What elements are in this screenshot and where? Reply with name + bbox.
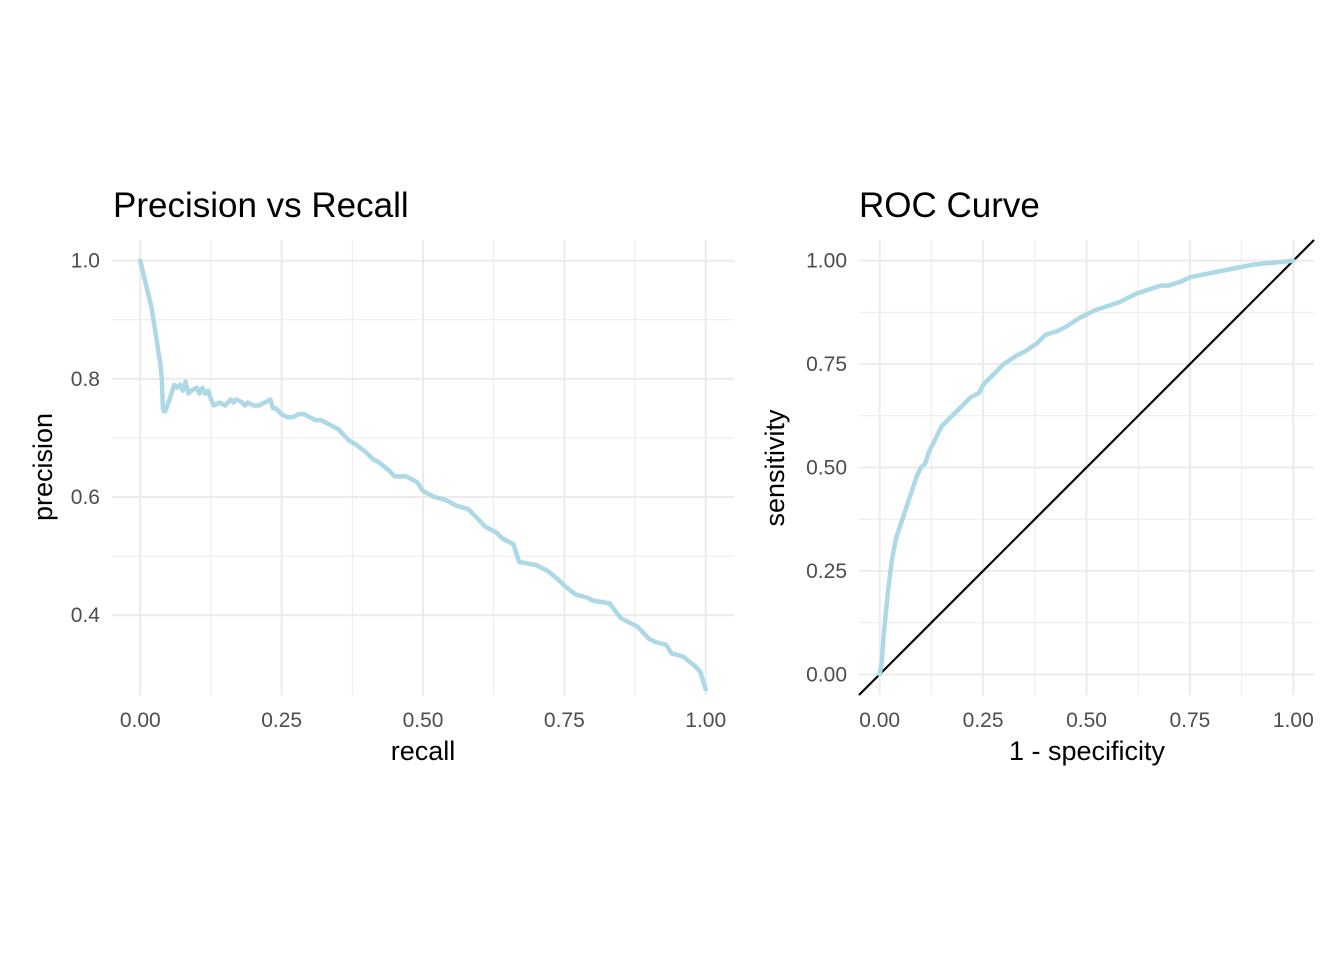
pr-x-tick-label: 0.25	[261, 709, 302, 732]
roc-x-tick-label: 0.75	[1169, 709, 1210, 732]
roc-x-axis-title: 1 - specificity	[1009, 736, 1166, 766]
roc-y-tick-label: 0.50	[806, 457, 847, 480]
roc-chart-title: ROC Curve	[859, 186, 1040, 225]
roc-panel: ROC Curve 0.000.250.500.751.00 0.00 0.25 0…	[760, 186, 1315, 766]
precision-recall-panel: Precision vs Recall 0.4 0.6 0.8 1.0 0.00 0.2…	[28, 186, 734, 766]
roc-y-tick-label: 0.25	[806, 560, 847, 583]
pr-x-tick-labels: 0.00 0.25 0.50 0.75 1.00	[120, 709, 726, 732]
pr-y-tick-label: 0.6	[71, 486, 100, 509]
roc-x-tick-label: 0.00	[859, 709, 900, 732]
pr-x-tick-label: 0.50	[403, 709, 444, 732]
pr-series	[138, 258, 708, 692]
roc-y-tick-labels: 0.00 0.25 0.50 0.75 1.00	[806, 250, 847, 687]
pr-curve-line	[138, 258, 708, 692]
pr-x-tick-label: 1.00	[685, 709, 726, 732]
pr-grid	[112, 240, 734, 695]
roc-x-tick-label: 1.00	[1273, 709, 1314, 732]
roc-y-tick-label: 0.00	[806, 663, 847, 686]
pr-y-tick-label: 0.4	[71, 604, 101, 627]
roc-x-tick-labels: 0.00 0.25 0.50 0.75 1.00	[859, 709, 1314, 732]
pr-chart-title: Precision vs Recall	[113, 186, 409, 225]
roc-curve-line	[877, 258, 1296, 677]
roc-diagonal-line	[858, 239, 1315, 696]
roc-y-tick-label: 1.00	[806, 250, 847, 273]
pr-x-tick-label: 0.00	[120, 709, 161, 732]
roc-x-tick-label: 0.25	[963, 709, 1004, 732]
pr-x-tick-label: 0.75	[544, 709, 585, 732]
pr-y-tick-labels: 0.4 0.6 0.8 1.0	[71, 250, 101, 628]
roc-y-tick-label: 0.75	[806, 353, 847, 376]
roc-series	[877, 258, 1296, 677]
pr-y-tick-label: 0.8	[71, 368, 100, 391]
roc-y-axis-title: sensitivity	[760, 409, 790, 527]
pr-y-axis-title: precision	[28, 413, 58, 521]
pr-y-tick-label: 1.0	[71, 250, 100, 273]
roc-reference-diagonal	[858, 239, 1315, 696]
roc-x-tick-label: 0.50	[1066, 709, 1107, 732]
pr-x-axis-title: recall	[391, 736, 456, 766]
